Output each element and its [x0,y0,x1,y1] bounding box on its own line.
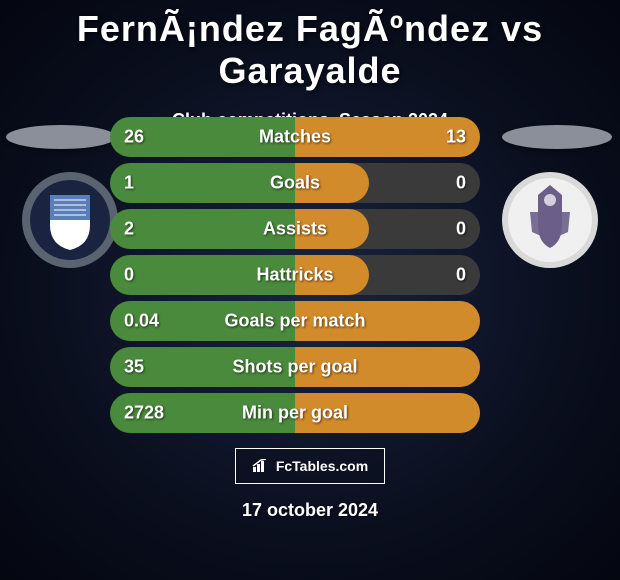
chart-icon [252,459,270,473]
stat-row-matches: 2613Matches [110,117,480,157]
bar-right [295,347,480,387]
value-right: 0 [456,173,466,194]
footer-brand-label: FcTables.com [276,458,368,474]
stat-row-shots-per-goal: 35Shots per goal [110,347,480,387]
stat-row-goals-per-match: 0.04Goals per match [110,301,480,341]
value-left: 2 [124,219,134,240]
value-right: 13 [446,127,466,148]
value-right: 0 [456,265,466,286]
value-left: 26 [124,127,144,148]
bar-left [110,209,295,249]
value-left: 0 [124,265,134,286]
bar-left [110,255,295,295]
value-left: 1 [124,173,134,194]
player-photo-placeholder-right [502,125,612,149]
value-right: 0 [456,219,466,240]
stat-row-goals: 10Goals [110,163,480,203]
club-logo-right [500,170,600,270]
page-title: FernÃ¡ndez FagÃºndez vs Garayalde [0,0,620,92]
stats-bars: 2613Matches10Goals20Assists00Hattricks0.… [110,117,480,439]
bar-right [295,393,480,433]
club-logo-left [20,170,120,270]
bar-right [295,209,369,249]
value-left: 0.04 [124,311,159,332]
player-photo-placeholder-left [6,125,116,149]
footer-brand: FcTables.com [235,448,385,484]
bar-left [110,163,295,203]
bar-right [295,255,369,295]
stat-row-min-per-goal: 2728Min per goal [110,393,480,433]
footer-date: 17 october 2024 [0,500,620,521]
stat-row-hattricks: 00Hattricks [110,255,480,295]
value-left: 2728 [124,403,164,424]
value-left: 35 [124,357,144,378]
bar-right [295,163,369,203]
bar-right [295,301,480,341]
stat-row-assists: 20Assists [110,209,480,249]
